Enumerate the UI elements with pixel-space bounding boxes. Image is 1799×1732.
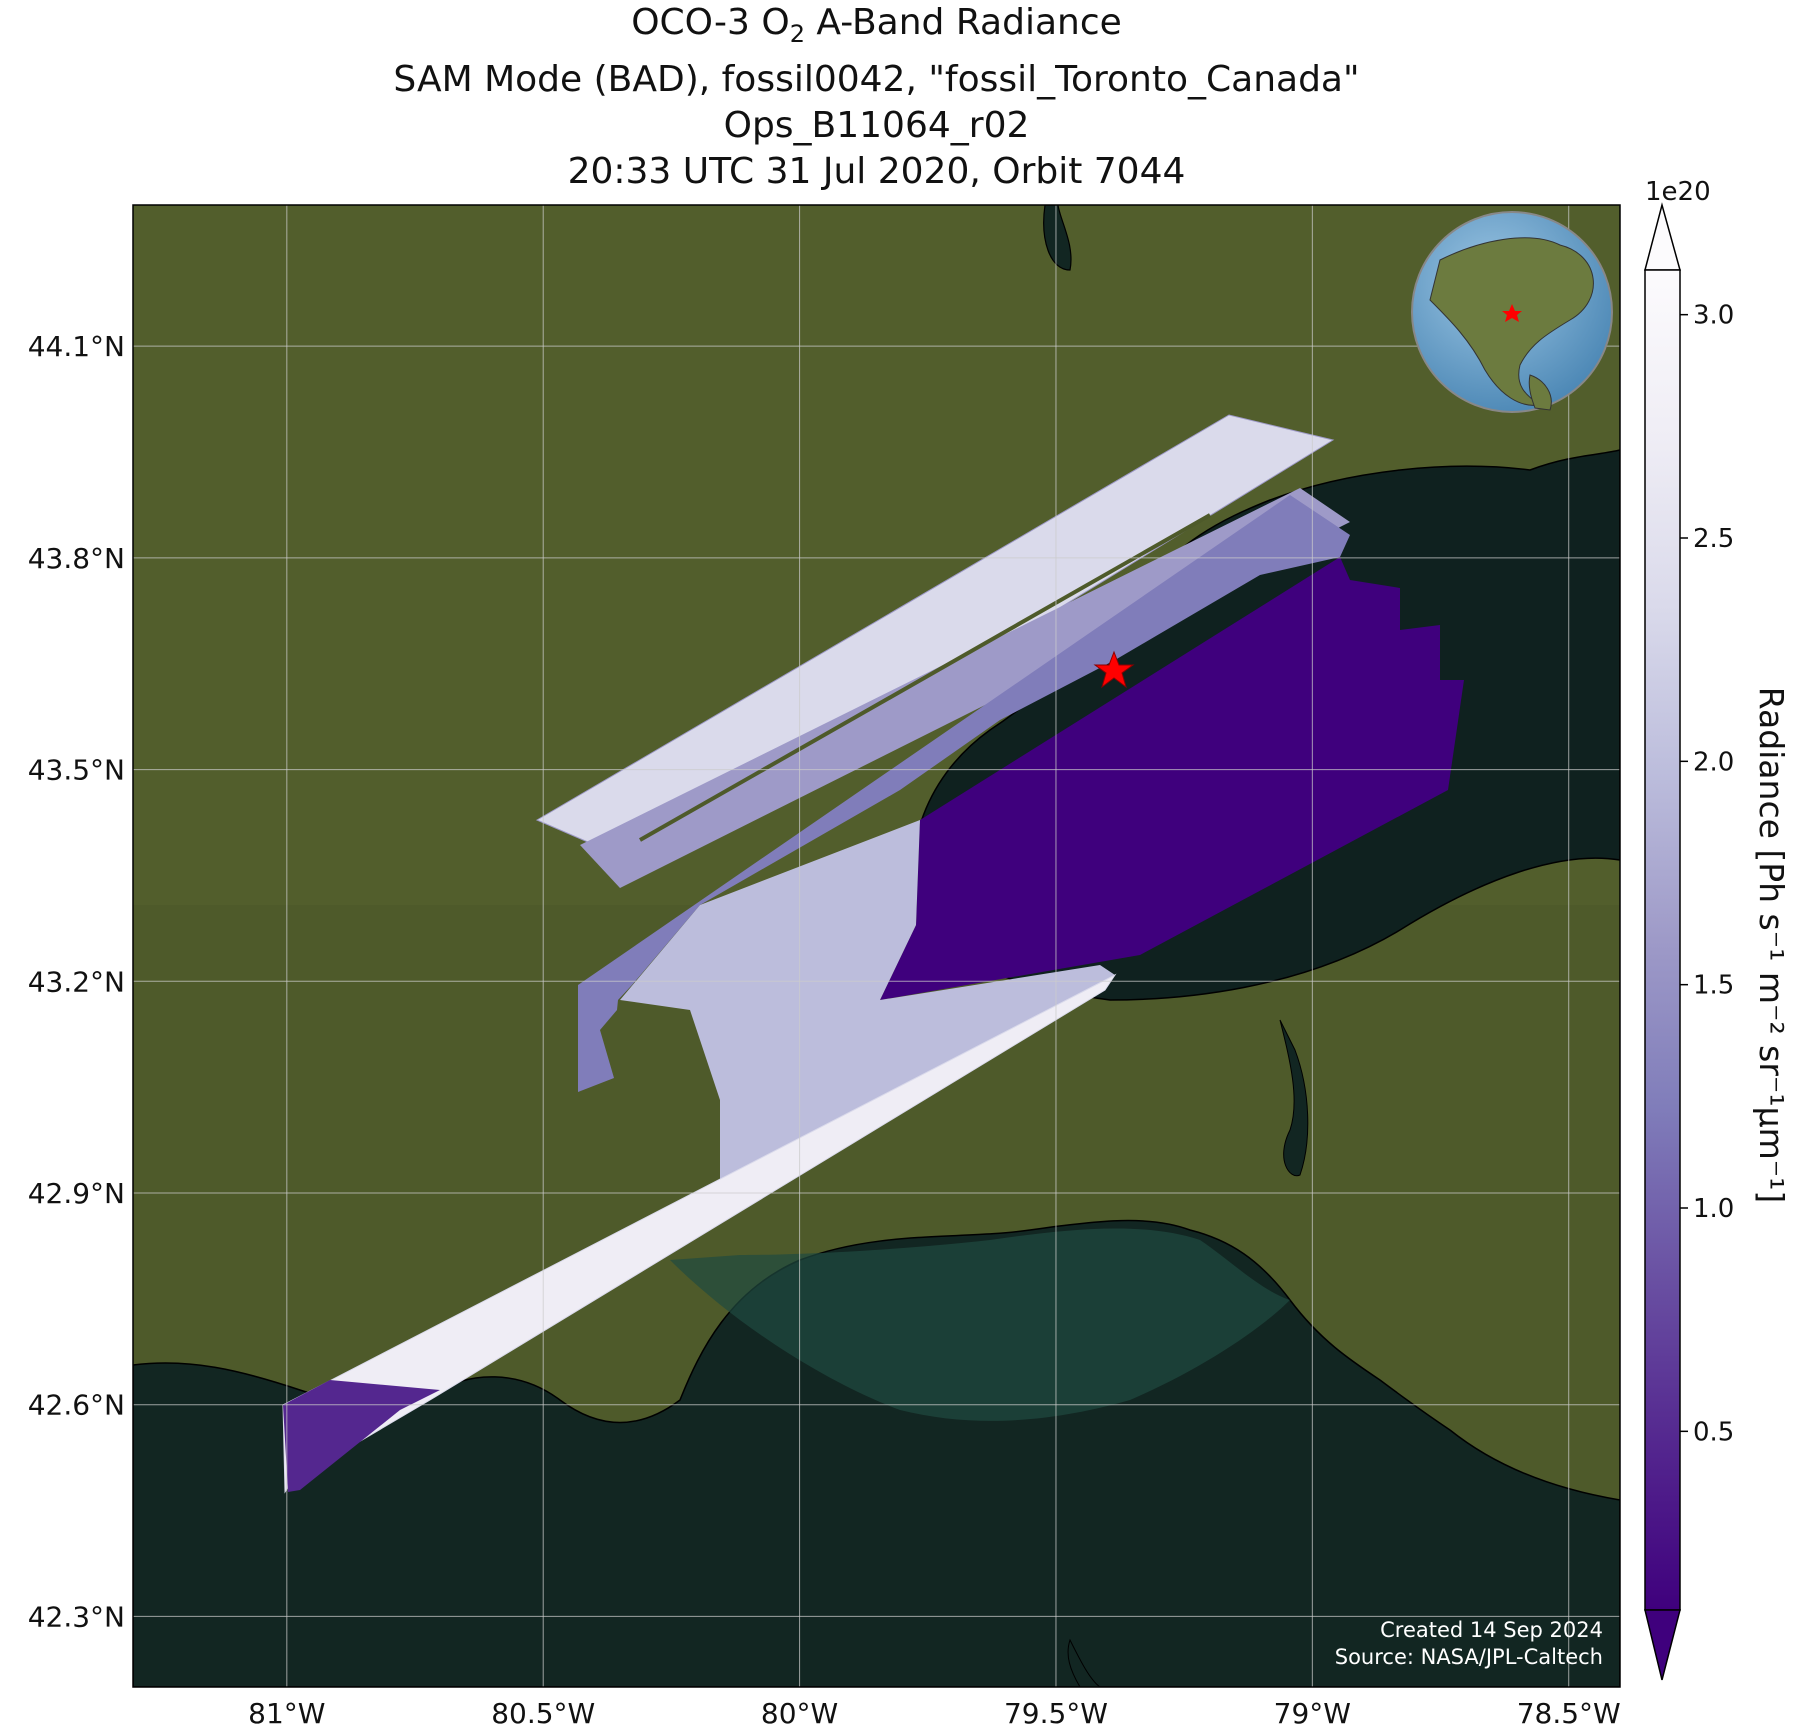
lat-tick-label: 42.3°N — [28, 1600, 125, 1633]
radiance-swaths — [282, 414, 1464, 1494]
credit-line-1: Created 14 Sep 2024 — [1380, 1618, 1603, 1642]
globe-inset — [1411, 211, 1613, 413]
target-star — [1093, 650, 1135, 689]
colorbar: 0.5 1.0 1.5 2.0 2.5 3.0 1e20 Radiance [Ph s⁻¹… — [1644, 177, 1791, 1681]
map-frame — [132, 204, 1621, 1688]
colorbar-exponent: 1e20 — [1645, 177, 1711, 207]
globe-south-america — [1528, 374, 1552, 411]
lon-tick-label: 80°W — [761, 1697, 838, 1730]
colorbar-label: Radiance [Ph s⁻¹ m⁻² sr⁻¹μm⁻¹] — [1752, 687, 1791, 1203]
lake-swath — [880, 557, 1464, 1000]
title-block: OCO-3 O2 A-Band Radiance SAM Mode (BAD),… — [133, 0, 1620, 195]
axis-labels: 81°W 80.5°W 80°W 79.5°W 79°W 78.5°W 44.1°N 43.8… — [28, 330, 1621, 1730]
lon-tick-label: 80.5°W — [491, 1697, 595, 1730]
lake-simcoe-edge — [1043, 205, 1072, 271]
map-panel: Created 14 Sep 2024 Source: NASA/JPL-Cal… — [133, 205, 1620, 1687]
colorbar-min-extend — [1644, 1609, 1681, 1681]
lon-tick-label: 81°W — [248, 1697, 325, 1730]
title-line-3: Ops_B11064_r02 — [723, 105, 1030, 146]
middle-south-swath — [620, 820, 1115, 1190]
colorbar-tick-label: 2.5 — [1693, 524, 1734, 554]
lat-tick-label: 43.8°N — [28, 542, 125, 575]
swath-gap-line — [639, 513, 1211, 842]
colorbar-tick-label: 1.0 — [1693, 1194, 1734, 1224]
lon-tick-label: 78.5°W — [1517, 1697, 1621, 1730]
gridlines — [133, 205, 1620, 1687]
colorbar-tick-label: 3.0 — [1693, 301, 1734, 331]
title-line-1: OCO-3 O2 A-Band Radiance — [631, 2, 1122, 48]
small-lake — [1279, 1019, 1309, 1177]
globe-star — [1502, 304, 1522, 322]
colorbar-max-extend — [1644, 202, 1681, 271]
colorbar-tick-label: 1.5 — [1693, 971, 1734, 1001]
globe-north-america — [1429, 237, 1594, 406]
lon-tick-label: 79°W — [1274, 1697, 1351, 1730]
colorbar-tick-label: 2.0 — [1693, 747, 1734, 777]
colorbar-ticks: 0.5 1.0 1.5 2.0 2.5 3.0 — [1680, 301, 1734, 1447]
lat-tick-label: 42.9°N — [28, 1177, 125, 1210]
small-lake-south — [1067, 1638, 1101, 1687]
credit-line-2: Source: NASA/JPL-Caltech — [1335, 1645, 1603, 1669]
lat-tick-label: 43.2°N — [28, 965, 125, 998]
title-line-4: 20:33 UTC 31 Jul 2020, Orbit 7044 — [567, 151, 1186, 192]
colorbar-body — [1644, 269, 1681, 1611]
lat-tick-label: 44.1°N — [28, 330, 125, 363]
lat-tick-label: 43.5°N — [28, 754, 125, 787]
lon-tick-label: 79.5°W — [1004, 1697, 1108, 1730]
lat-tick-label: 42.6°N — [28, 1389, 125, 1422]
south-lake-swath — [283, 1380, 440, 1492]
lake-erie-shallows — [670, 1228, 1290, 1421]
title-line-2: SAM Mode (BAD), fossil0042, "fossil_Toro… — [393, 59, 1360, 100]
middle-land-swath — [578, 495, 1350, 1092]
colorbar-tick-label: 0.5 — [1693, 1417, 1734, 1447]
